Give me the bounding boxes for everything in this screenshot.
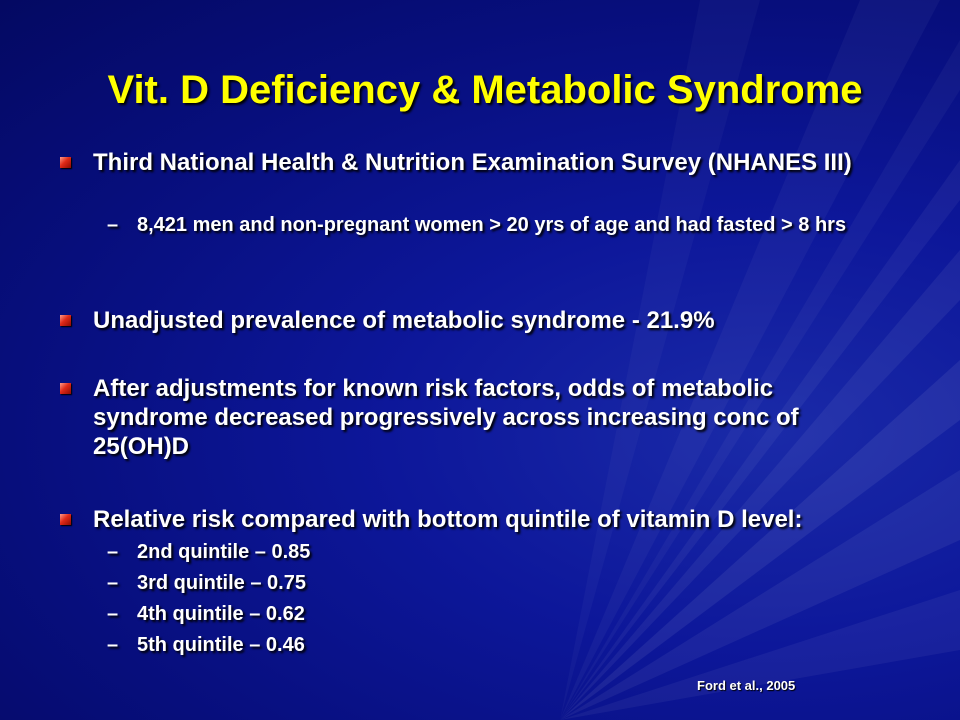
- square-bullet-icon: [60, 315, 71, 326]
- sub-bullet-quintile-2: 2nd quintile – 0.85: [137, 541, 311, 563]
- dash-marker: –: [107, 634, 119, 656]
- dash-marker: –: [107, 603, 119, 625]
- square-bullet-icon: [60, 514, 71, 525]
- slide-title: Vit. D Deficiency & Metabolic Syndrome: [107, 68, 863, 112]
- citation: Ford et al., 2005: [697, 678, 796, 693]
- dash-marker: –: [107, 541, 119, 563]
- bullet-adjustments: After adjustments for known risk factors…: [93, 375, 799, 460]
- dash-marker: –: [107, 214, 119, 236]
- sub-bullet-participants: 8,421 men and non-pregnant women > 20 yr…: [137, 214, 847, 236]
- dash-marker: –: [107, 572, 119, 594]
- square-bullet-icon: [60, 383, 71, 394]
- square-bullet-icon: [60, 157, 71, 168]
- bullet-survey: Third National Health & Nutrition Examin…: [93, 149, 852, 176]
- sub-bullet-quintile-5: 5th quintile – 0.46: [137, 634, 305, 656]
- sub-bullet-quintile-3: 3rd quintile – 0.75: [137, 572, 306, 594]
- bullet-prevalence: Unadjusted prevalence of metabolic syndr…: [93, 307, 715, 334]
- sub-bullet-quintile-4: 4th quintile – 0.62: [137, 603, 305, 625]
- bullet-relative-risk: Relative risk compared with bottom quint…: [93, 506, 803, 533]
